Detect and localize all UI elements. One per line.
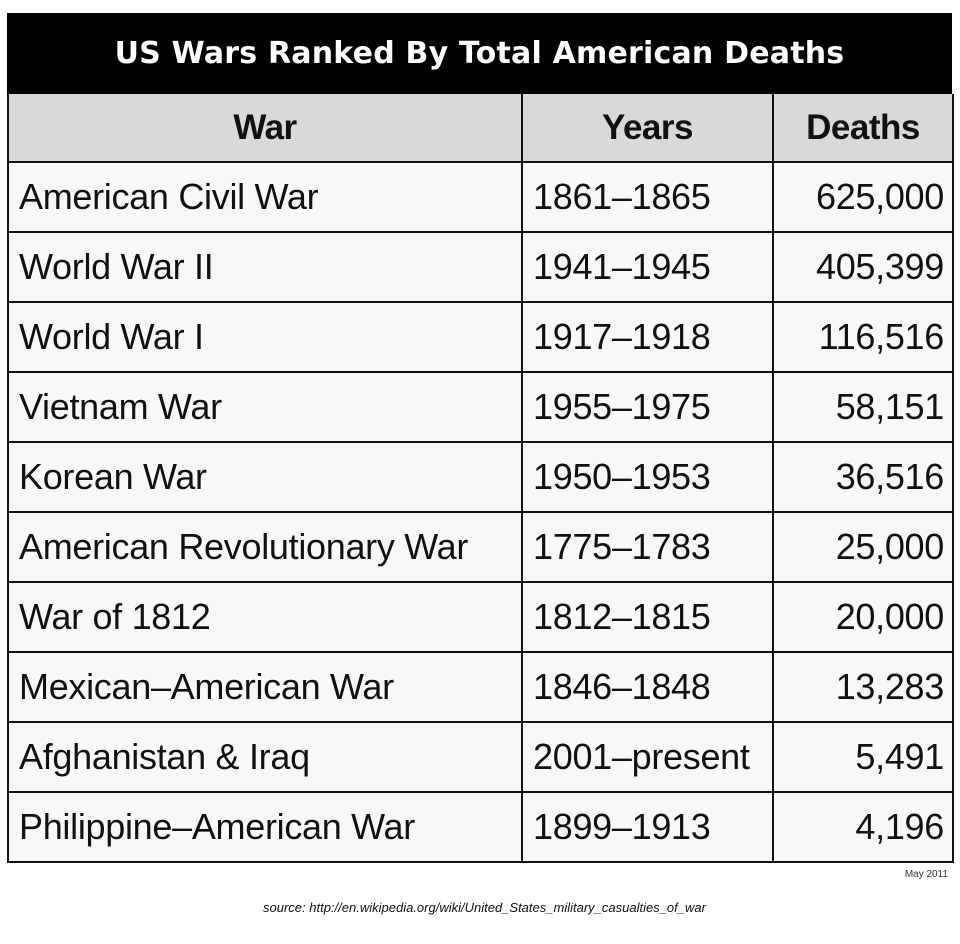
- deaths-cell: 58,151: [772, 371, 954, 443]
- war-deaths-table-sheet: US Wars Ranked By Total American Deaths …: [7, 13, 954, 863]
- deaths-cell: 116,516: [772, 301, 954, 373]
- war-name-cell: World War I: [7, 301, 523, 373]
- war-name-cell: American Civil War: [7, 161, 523, 233]
- years-cell: 1775–1783: [521, 511, 774, 583]
- deaths-cell: 25,000: [772, 511, 954, 583]
- years-cell: 2001–present: [521, 721, 774, 793]
- deaths-cell: 4,196: [772, 791, 954, 863]
- years-cell: 1941–1945: [521, 231, 774, 303]
- table-row: American Civil War 1861–1865 625,000: [7, 161, 954, 233]
- war-name-cell: American Revolutionary War: [7, 511, 523, 583]
- war-name-cell: Afghanistan & Iraq: [7, 721, 523, 793]
- table-row: Philippine–American War 1899–1913 4,196: [7, 791, 954, 863]
- table-row: World War II 1941–1945 405,399: [7, 231, 954, 303]
- years-cell: 1861–1865: [521, 161, 774, 233]
- years-cell: 1846–1848: [521, 651, 774, 723]
- war-name-cell: World War II: [7, 231, 523, 303]
- war-name-cell: War of 1812: [7, 581, 523, 653]
- war-deaths-table: War Years Deaths American Civil War 1861…: [7, 94, 954, 863]
- deaths-cell: 36,516: [772, 441, 954, 513]
- deaths-cell: 20,000: [772, 581, 954, 653]
- war-name-cell: Philippine–American War: [7, 791, 523, 863]
- years-cell: 1955–1975: [521, 371, 774, 443]
- years-cell: 1950–1953: [521, 441, 774, 513]
- war-name-cell: Korean War: [7, 441, 523, 513]
- source-citation: source: http://en.wikipedia.org/wiki/Uni…: [263, 900, 706, 915]
- column-header-deaths: Deaths: [772, 94, 954, 163]
- deaths-cell: 13,283: [772, 651, 954, 723]
- table-row: American Revolutionary War 1775–1783 25,…: [7, 511, 954, 583]
- date-note: May 2011: [904, 869, 948, 880]
- table-row: Afghanistan & Iraq 2001–present 5,491: [7, 721, 954, 793]
- war-name-cell: Vietnam War: [7, 371, 523, 443]
- header-row: War Years Deaths: [7, 94, 954, 163]
- years-cell: 1812–1815: [521, 581, 774, 653]
- column-header-years: Years: [521, 94, 774, 163]
- table-title: US Wars Ranked By Total American Deaths: [7, 13, 952, 94]
- deaths-cell: 625,000: [772, 161, 954, 233]
- table-row: Vietnam War 1955–1975 58,151: [7, 371, 954, 443]
- war-name-cell: Mexican–American War: [7, 651, 523, 723]
- years-cell: 1917–1918: [521, 301, 774, 373]
- deaths-cell: 405,399: [772, 231, 954, 303]
- table-row: Korean War 1950–1953 36,516: [7, 441, 954, 513]
- table-row: War of 1812 1812–1815 20,000: [7, 581, 954, 653]
- table-row: World War I 1917–1918 116,516: [7, 301, 954, 373]
- deaths-cell: 5,491: [772, 721, 954, 793]
- table-row: Mexican–American War 1846–1848 13,283: [7, 651, 954, 723]
- years-cell: 1899–1913: [521, 791, 774, 863]
- column-header-war: War: [7, 94, 523, 163]
